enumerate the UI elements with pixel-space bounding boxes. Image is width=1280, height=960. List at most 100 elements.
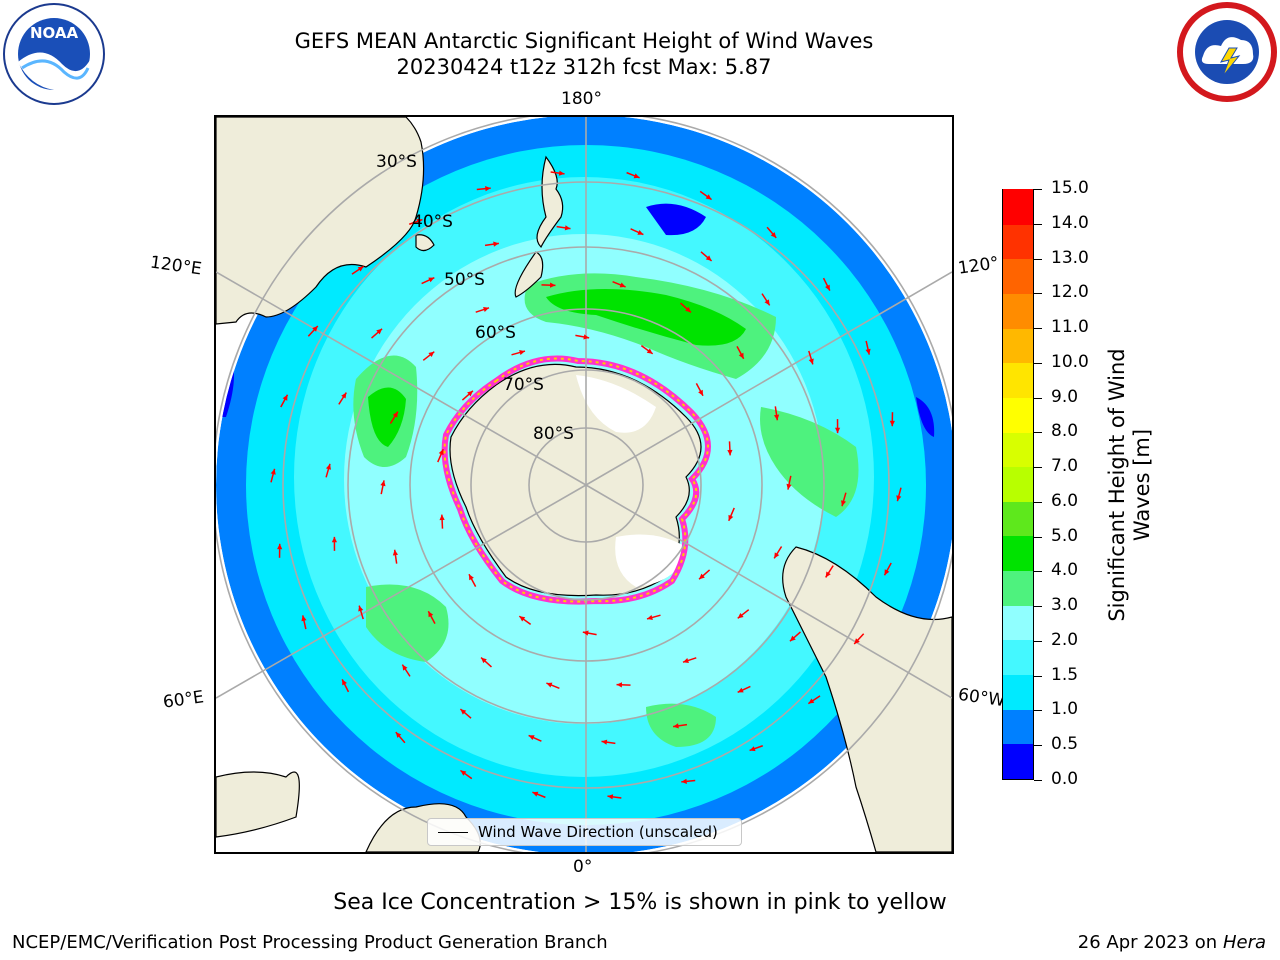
colorbar-tick-mark: [1034, 675, 1042, 677]
wave-direction-arrowhead: [705, 194, 712, 200]
wave-direction-arrowhead: [483, 307, 490, 312]
chart-title-line1: GEFS MEAN Antarctic Significant Height o…: [294, 29, 874, 53]
lat-label-80s: 80°S: [533, 424, 574, 444]
footer-branch: NCEP/EMC/Verification Post Processing Pr…: [12, 932, 608, 953]
wave-direction-arrowhead: [485, 186, 491, 192]
wave-direction-arrowhead: [808, 358, 814, 365]
wave-direction-arrowhead: [774, 552, 780, 559]
wave-direction-arrowhead: [392, 549, 399, 556]
wave-direction-arrowhead: [786, 483, 792, 490]
wave-direction-arrowhead: [773, 414, 780, 421]
colorbar-tick-label: 3.0: [1051, 595, 1079, 616]
colorbar-segment: [1003, 431, 1033, 468]
polar-map: [214, 115, 954, 854]
wave-direction-arrowhead: [727, 449, 733, 456]
wave-direction-arrowhead: [301, 615, 307, 622]
wave-direction-arrowhead: [341, 392, 347, 399]
wave-direction-arrowhead: [646, 348, 653, 354]
wave-direction-arrowhead: [789, 635, 796, 642]
colorbar-tick-mark: [1034, 362, 1042, 364]
nws-logo: [1177, 2, 1277, 102]
colorbar-segment: [1003, 362, 1033, 398]
colorbar-segment: [1003, 188, 1033, 225]
wave-direction-arrowhead: [380, 480, 386, 487]
wave-direction-arrowhead: [358, 605, 364, 612]
colorbar-tick-label: 0.5: [1051, 734, 1079, 755]
wave-direction-arrowhead: [439, 514, 445, 521]
colorbar-tick-label: 7.0: [1051, 456, 1079, 477]
lon-label-60w: 60°W: [956, 684, 1007, 712]
wave-direction-arrowhead: [834, 427, 841, 434]
colorbar-segment: [1003, 535, 1033, 572]
wave-direction-arrowhead: [481, 657, 487, 664]
wave-direction-arrowhead: [728, 514, 734, 521]
wave-direction-arrowhead: [493, 241, 499, 247]
wave-direction-arrowhead: [532, 791, 539, 797]
legend-line-swatch: [438, 832, 468, 833]
wave-direction-arrowhead: [392, 411, 398, 418]
wave-direction-arrowhead: [270, 468, 276, 475]
wave-direction-arrowhead: [616, 682, 623, 688]
wave-direction-arrowhead: [619, 282, 626, 288]
wave-direction-arrowhead: [854, 638, 860, 645]
wave-direction-arrowhead: [685, 306, 691, 313]
colorbar: [1002, 188, 1034, 780]
wave-direction-arrowhead: [395, 732, 402, 738]
colorbar-tick-mark: [1034, 710, 1042, 712]
lon-label-120w: 120°: [956, 253, 1001, 279]
colorbar-tick-mark: [1034, 745, 1042, 747]
wave-direction-arrowhead: [564, 225, 571, 231]
wave-direction-arrowhead: [460, 709, 467, 715]
colorbar-label: Significant Height of Wind Waves [m]: [1105, 348, 1154, 622]
wave-direction-arrowhead: [825, 571, 831, 578]
wave-direction-arrowhead: [331, 536, 338, 543]
wave-direction-arrowhead: [705, 255, 712, 261]
wave-direction-arrowhead: [342, 679, 347, 686]
colorbar-tick-label: 12.0: [1051, 282, 1089, 303]
wave-direction-arrowhead: [764, 299, 770, 306]
colorbar-segment: [1003, 743, 1033, 779]
colorbar-tick-label: 1.0: [1051, 699, 1079, 720]
colorbar-segment: [1003, 258, 1033, 294]
colorbar-segment: [1003, 223, 1033, 260]
wave-direction-arrowhead: [312, 325, 318, 332]
colorbar-tick-label: 15.0: [1051, 178, 1089, 198]
lon-label-180: 180°: [561, 89, 602, 109]
chart-title-line2: 20230424 t12z 312h fcst Max: 5.87: [396, 55, 772, 79]
wave-direction-arrowhead: [416, 218, 423, 224]
colorbar-tick-label: 9.0: [1051, 386, 1079, 407]
wave-direction-arrowhead: [865, 348, 871, 355]
colorbar-tick-mark: [1034, 467, 1042, 469]
colorbar-tick-mark: [1034, 189, 1042, 190]
colorbar-tick-mark: [1034, 571, 1042, 573]
colorbar-tick-mark: [1034, 536, 1042, 538]
footer-date-text: 26 Apr 2023 on: [1077, 932, 1223, 953]
colorbar-segment: [1003, 292, 1033, 329]
colorbar-segment: [1003, 708, 1033, 745]
colorbar-segment: [1003, 604, 1033, 641]
colorbar-segment: [1003, 466, 1033, 502]
wind-wave-arrows: [270, 170, 902, 800]
colorbar-tick-label: 11.0: [1051, 317, 1089, 338]
wave-direction-arrowhead: [889, 420, 895, 427]
wave-direction-arrowhead: [841, 500, 847, 507]
wave-direction-arrowhead: [607, 794, 614, 800]
wave-direction-arrowhead: [673, 723, 679, 729]
colorbar-tick-mark: [1034, 223, 1042, 225]
legend-label: Wind Wave Direction (unscaled): [478, 823, 718, 841]
colorbar-tick-mark: [1034, 501, 1042, 503]
lon-label-120e: 120°E: [148, 252, 203, 280]
wave-direction-arrowhead: [682, 658, 689, 663]
colorbar-segment: [1003, 673, 1033, 710]
wave-direction-arrowhead: [896, 495, 902, 502]
noaa-logo: NOAA: [2, 2, 106, 106]
map-legend: Wind Wave Direction (unscaled): [427, 818, 742, 846]
wave-direction-arrowhead: [637, 229, 644, 235]
colorbar-segment: [1003, 500, 1033, 537]
wave-direction-arrowhead: [749, 746, 756, 752]
wave-direction-arrowhead: [428, 611, 434, 618]
colorbar-tick-label: 4.0: [1051, 560, 1079, 581]
wave-direction-arrowhead: [467, 390, 473, 397]
wave-direction-arrowhead: [737, 687, 744, 693]
colorbar-tick-label: 14.0: [1051, 212, 1089, 233]
